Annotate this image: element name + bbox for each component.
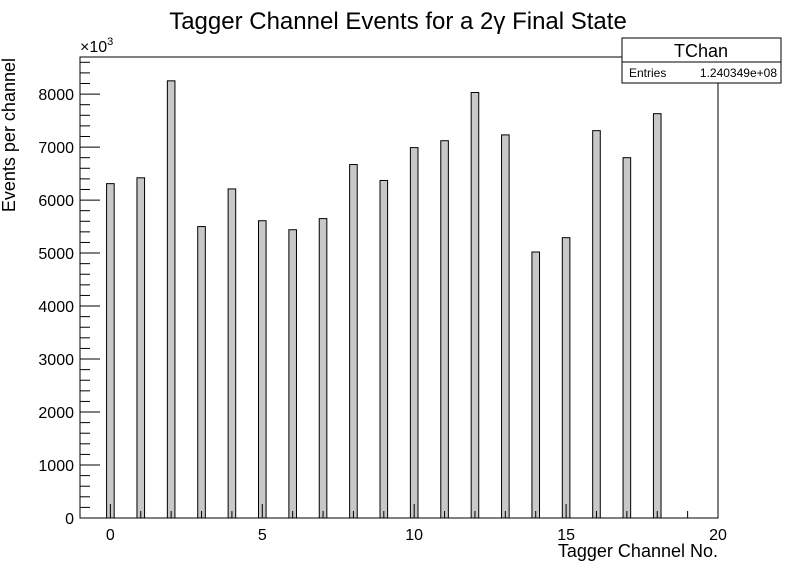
y-tick-label: 6000: [38, 193, 74, 210]
x-axis-label: Tagger Channel No.: [558, 541, 718, 561]
bar: [561, 237, 571, 519]
bar: [470, 92, 480, 519]
x-tick-label: 15: [557, 527, 575, 544]
y-axis: 0 1000 2000 3000 4000 5000 6000 7000 8000: [38, 61, 100, 528]
bar: [288, 229, 297, 519]
y-tick-label: 2000: [38, 405, 74, 422]
plot-frame: [79, 56, 719, 519]
bar: [379, 179, 389, 519]
bar: [440, 140, 449, 519]
x-tick-label: 5: [258, 527, 267, 544]
y-tick-label: 5000: [38, 246, 74, 263]
stats-box: TChan Entries 1.240349e+08: [621, 37, 782, 84]
bars: [106, 80, 662, 519]
chart-title: Tagger Channel Events for a 2γ Final Sta…: [169, 8, 627, 35]
bar: [318, 218, 328, 519]
y-tick-label: 7000: [38, 140, 74, 157]
bar: [531, 251, 541, 519]
bar: [227, 188, 237, 519]
bar: [622, 157, 632, 519]
bar: [592, 130, 601, 519]
bar: [501, 134, 510, 519]
stats-entries-label: Entries: [629, 66, 666, 80]
y-tick-label: 4000: [38, 299, 74, 316]
y-axis-label: Events per channel: [0, 58, 19, 212]
bar: [197, 226, 206, 519]
y-multiplier-label: ×103: [80, 36, 113, 56]
x-tick-label: 0: [106, 527, 115, 544]
x-tick-label: 10: [405, 527, 423, 544]
x-axis: 0 5 10 15 20: [79, 504, 727, 544]
y-tick-label: 0: [65, 511, 74, 528]
bar: [166, 80, 176, 519]
bar: [652, 113, 662, 519]
y-tick-label: 8000: [38, 87, 74, 104]
x-tick-label: 20: [709, 527, 727, 544]
bar: [136, 177, 146, 519]
y-tick-label: 1000: [38, 458, 74, 475]
stats-box-name: TChan: [674, 41, 728, 61]
bar: [106, 183, 115, 519]
y-multiplier-exponent: 3: [107, 36, 113, 48]
bar: [409, 147, 419, 519]
bar: [257, 220, 267, 519]
stats-entries-value: 1.240349e+08: [700, 66, 777, 80]
y-tick-label: 3000: [38, 352, 74, 369]
bar: [349, 164, 358, 519]
